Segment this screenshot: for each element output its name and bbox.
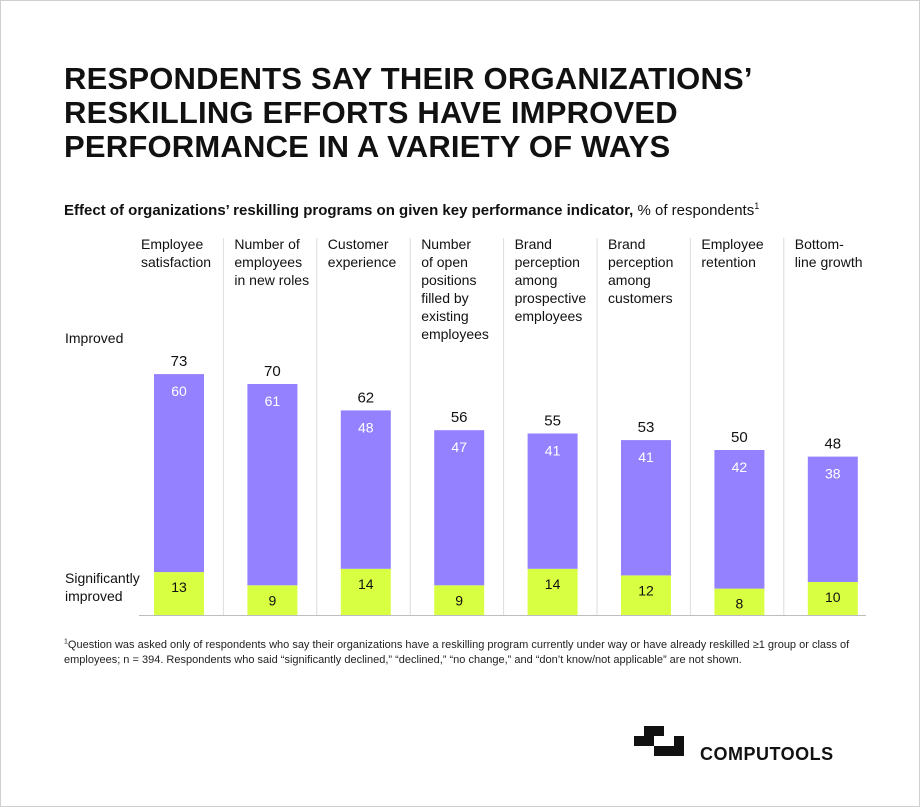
category-label: perception [608, 254, 673, 270]
category-label: Brand [608, 236, 645, 252]
data-label-significantly-improved: 13 [171, 579, 187, 595]
category-label: in new roles [234, 272, 309, 288]
data-label-total: 73 [171, 353, 188, 370]
category-label: Employee [141, 236, 203, 252]
category-label: prospective [515, 290, 587, 306]
row-label-significantly-improved: improved [65, 588, 123, 604]
bar-improved [527, 433, 578, 569]
data-label-total: 53 [638, 419, 655, 436]
data-label-total: 48 [824, 436, 841, 453]
category-label: Number [421, 236, 471, 252]
bar-improved [621, 440, 671, 576]
data-label-significantly-improved: 14 [545, 576, 561, 592]
data-label-significantly-improved: 12 [638, 582, 654, 598]
data-label-total: 62 [357, 389, 374, 406]
data-label-significantly-improved: 14 [358, 576, 374, 592]
bar-significantly-improved [527, 568, 578, 615]
data-label-improved: 42 [732, 459, 748, 475]
category-label: retention [701, 254, 755, 270]
category-label: experience [328, 254, 397, 270]
category-label: Bottom- [795, 236, 844, 252]
bar-significantly-improved [621, 575, 671, 615]
bar-improved [154, 374, 204, 573]
data-label-improved: 41 [545, 443, 561, 459]
bar-improved [714, 450, 765, 589]
category-label: filled by [421, 290, 468, 306]
subtitle-footnote-marker: 1 [754, 201, 760, 211]
chart-subtitle: Effect of organizations’ reskilling prog… [64, 202, 864, 220]
bar-improved [340, 410, 391, 569]
computools-logo-icon [634, 726, 684, 756]
category-label: perception [515, 254, 580, 270]
data-label-significantly-improved: 9 [455, 592, 463, 608]
category-label: of open [421, 254, 468, 270]
bar-significantly-improved [714, 588, 765, 615]
data-label-improved: 38 [825, 466, 841, 482]
category-label: employees [515, 308, 583, 324]
bar-significantly-improved [807, 582, 858, 615]
category-label: among [515, 272, 558, 288]
row-label-improved: Improved [65, 330, 123, 346]
row-label-significantly-improved: Significantly [65, 570, 140, 586]
subtitle-bold: Effect of organizations’ reskilling prog… [64, 202, 634, 219]
data-label-improved: 48 [358, 419, 374, 435]
category-label: existing [421, 308, 468, 324]
bar-improved [807, 456, 858, 582]
category-label: Brand [515, 236, 552, 252]
footnote-marker: 1 [64, 638, 68, 646]
footnote-text: Question was asked only of respondents w… [64, 639, 850, 666]
bar-significantly-improved [340, 568, 391, 615]
data-label-significantly-improved: 9 [269, 592, 277, 608]
category-label: line growth [795, 254, 863, 270]
data-label-improved: 47 [451, 439, 467, 455]
data-label-improved: 61 [265, 393, 281, 409]
brand-name: COMPUTOOLS [700, 744, 834, 764]
category-label: Number of [234, 236, 299, 252]
category-label: Customer [328, 236, 389, 252]
data-label-total: 56 [451, 409, 468, 426]
data-label-total: 50 [731, 429, 748, 446]
data-label-improved: 60 [171, 383, 187, 399]
category-label: among [608, 272, 651, 288]
bar-improved [247, 384, 298, 586]
data-label-total: 70 [264, 363, 281, 380]
category-label: Employee [701, 236, 763, 252]
category-label: employees [234, 254, 302, 270]
subtitle-normal: % of respondents [633, 202, 755, 219]
category-label: satisfaction [141, 254, 211, 270]
chart-title: RESPONDENTS SAY THEIR ORGANIZATIONS’ RES… [64, 61, 752, 164]
category-label: employees [421, 326, 489, 342]
category-label: customers [608, 290, 673, 306]
bar-significantly-improved [154, 572, 204, 615]
data-label-total: 55 [544, 413, 561, 430]
data-label-significantly-improved: 8 [736, 596, 744, 612]
data-label-improved: 41 [638, 449, 654, 465]
bar-significantly-improved [247, 585, 298, 615]
bar-improved [434, 430, 485, 586]
category-label: positions [421, 272, 476, 288]
footnote: 1Question was asked only of respondents … [64, 638, 864, 667]
bar-significantly-improved [434, 585, 485, 615]
data-label-significantly-improved: 10 [825, 589, 841, 605]
